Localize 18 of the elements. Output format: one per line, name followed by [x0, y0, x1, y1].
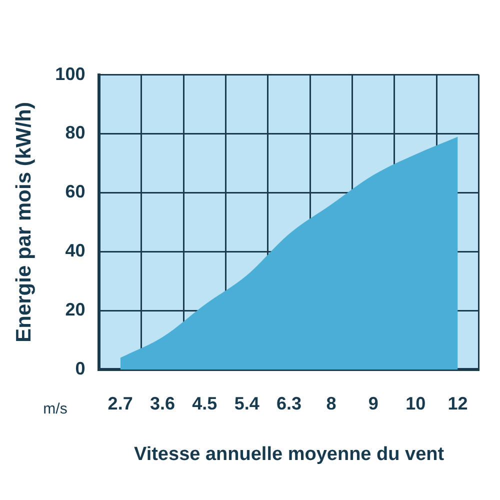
y-tick-label: 80 — [65, 122, 86, 143]
x-tick-label: 8 — [326, 393, 336, 414]
y-tick-label: 40 — [65, 240, 86, 261]
x-tick-label: 6.3 — [276, 393, 302, 414]
text: m/s — [43, 400, 68, 418]
y-tick-label: 0 — [75, 358, 86, 379]
x-tick-label: 2.7 — [108, 393, 133, 414]
x-axis-title: Vitesse annuelle moyenne du vent — [134, 444, 445, 465]
y-axis-title: Energie par mois (kW/h) — [12, 102, 36, 342]
x-tick-label: 10 — [406, 393, 426, 414]
x-tick-label: 3.6 — [150, 393, 176, 414]
x-tick-label: 12 — [448, 393, 468, 414]
x-tick-label: 5.4 — [234, 393, 260, 414]
x-tick-label: 4.5 — [192, 393, 218, 414]
x-tick-label: 9 — [368, 393, 378, 414]
y-tick-label: 100 — [55, 64, 86, 84]
y-tick-label: 20 — [65, 300, 86, 320]
y-tick-label: 60 — [65, 182, 86, 202]
